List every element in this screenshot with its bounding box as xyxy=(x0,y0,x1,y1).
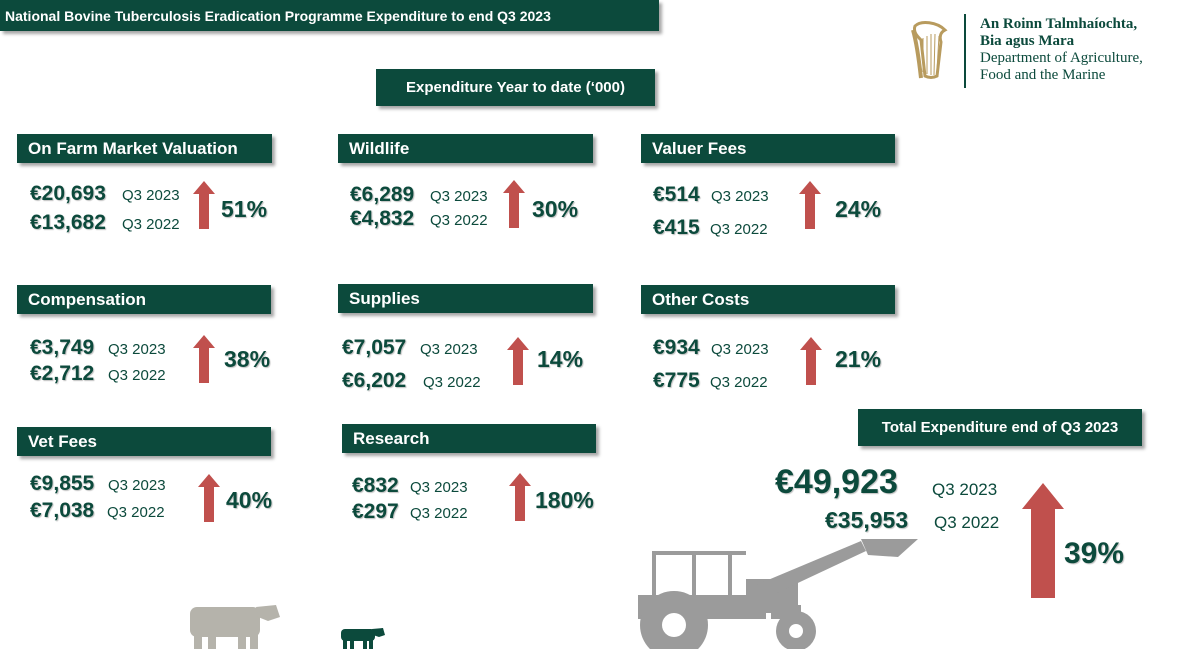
amount-2023: €20,693 xyxy=(30,182,106,205)
period-label-2022: Q3 2022 xyxy=(108,367,166,384)
subtitle: Expenditure Year to date (‘000) xyxy=(376,69,655,106)
category-header-vet-fees: Vet Fees xyxy=(17,427,271,456)
category-header-on-farm-market-valuation: On Farm Market Valuation xyxy=(17,134,272,163)
period-label-2022: Q3 2022 xyxy=(430,212,488,229)
period-label-2022: Q3 2022 xyxy=(410,505,468,522)
arrow-up-icon xyxy=(509,473,531,521)
amount-2023: €514 xyxy=(653,183,700,206)
total-change-percent: 39% xyxy=(1064,537,1125,570)
period-label-2023: Q3 2023 xyxy=(711,188,769,205)
period-label-2023: Q3 2023 xyxy=(108,477,166,494)
arrow-up-icon xyxy=(799,181,821,229)
amount-2023: €7,057 xyxy=(342,336,407,359)
page-title: National Bovine Tuberculosis Eradication… xyxy=(0,0,659,31)
amount-2022: €2,712 xyxy=(30,362,95,385)
category-header-valuer-fees: Valuer Fees xyxy=(641,134,895,163)
amount-2022: €297 xyxy=(352,500,399,523)
category-header-wildlife: Wildlife xyxy=(338,134,593,163)
total-period-label-2023: Q3 2023 xyxy=(932,480,998,499)
period-label-2023: Q3 2023 xyxy=(410,479,468,496)
arrow-up-icon xyxy=(193,335,215,383)
cow-icon xyxy=(341,628,385,649)
amount-2023: €832 xyxy=(352,474,399,497)
category-header-compensation: Compensation xyxy=(17,285,271,314)
change-percent: 21% xyxy=(835,346,882,372)
logo-line-2: Bia agus Mara xyxy=(980,33,1075,49)
logo-line-4: Food and the Marine xyxy=(980,67,1106,83)
amount-2022: €775 xyxy=(653,369,700,392)
change-percent: 24% xyxy=(835,196,882,222)
arrow-up-icon xyxy=(1022,483,1064,598)
amount-2022: €13,682 xyxy=(30,211,106,234)
period-label-2022: Q3 2022 xyxy=(107,504,165,521)
period-label-2023: Q3 2023 xyxy=(108,341,166,358)
amount-2023: €6,289 xyxy=(350,183,415,206)
harp-icon xyxy=(911,21,948,79)
change-percent: 14% xyxy=(537,346,584,372)
amount-2022: €415 xyxy=(653,216,700,239)
amount-2023: €934 xyxy=(653,336,700,359)
logo-line-3: Department of Agriculture, xyxy=(980,50,1143,66)
change-percent: 40% xyxy=(226,487,273,513)
change-percent: 51% xyxy=(221,196,268,222)
amount-2022: €4,832 xyxy=(350,207,415,230)
change-percent: 30% xyxy=(532,196,579,222)
arrow-up-icon xyxy=(193,181,215,229)
amount-2023: €3,749 xyxy=(30,336,95,359)
period-label-2022: Q3 2022 xyxy=(423,374,481,391)
period-label-2023: Q3 2023 xyxy=(420,341,478,358)
total-amount-2022: €35,953 xyxy=(825,507,909,533)
change-percent: 180% xyxy=(535,487,594,513)
total-header: Total Expenditure end of Q3 2023 xyxy=(858,409,1142,446)
change-percent: 38% xyxy=(224,346,271,372)
logo-line-1: An Roinn Talmhaíochta, xyxy=(980,16,1138,32)
period-label-2022: Q3 2022 xyxy=(122,216,180,233)
category-header-other-costs: Other Costs xyxy=(641,285,895,314)
category-header-supplies: Supplies xyxy=(338,284,593,313)
total-period-label-2022: Q3 2022 xyxy=(934,513,1000,532)
arrow-up-icon xyxy=(198,474,220,522)
period-label-2023: Q3 2023 xyxy=(430,188,488,205)
logo-divider xyxy=(964,14,966,88)
amount-2023: €9,855 xyxy=(30,472,95,495)
period-label-2023: Q3 2023 xyxy=(711,341,769,358)
cow-icon xyxy=(190,605,280,649)
arrow-up-icon xyxy=(503,180,525,228)
category-header-research: Research xyxy=(342,424,596,453)
period-label-2023: Q3 2023 xyxy=(122,187,180,204)
total-amount-2023: €49,923 xyxy=(775,463,898,501)
arrow-up-icon xyxy=(800,337,822,385)
amount-2022: €7,038 xyxy=(30,499,95,522)
amount-2022: €6,202 xyxy=(342,369,407,392)
arrow-up-icon xyxy=(507,337,529,385)
tractor-icon xyxy=(638,539,918,649)
period-label-2022: Q3 2022 xyxy=(710,374,768,391)
period-label-2022: Q3 2022 xyxy=(710,221,768,238)
